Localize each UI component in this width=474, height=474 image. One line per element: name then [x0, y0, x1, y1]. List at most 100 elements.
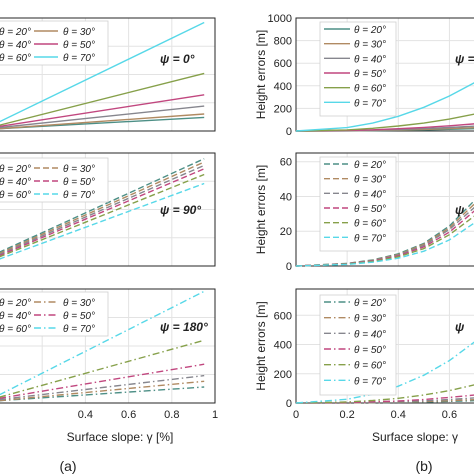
y-tick-label: 40: [280, 191, 292, 203]
legend-box: [319, 294, 397, 396]
legend-label: θ = 30°: [354, 175, 386, 186]
y-tick-label: 0: [286, 398, 292, 410]
axes-box: [0, 17, 216, 132]
series-line-theta-60: [0, 173, 205, 258]
x-tick-label: 0.2: [339, 409, 354, 421]
psi-annotation: ψ = 0°: [160, 52, 195, 66]
legend-label: θ = 50°: [354, 69, 386, 80]
psi-annotation: ψ = 180°: [160, 320, 208, 334]
legend-left-0: [0, 20, 109, 66]
legend-label: θ = 20°: [354, 25, 386, 36]
legend-label: θ = 50°: [63, 177, 95, 188]
series-line-theta-70: [295, 222, 474, 267]
legend-label: θ = 40°: [354, 189, 386, 200]
series-line-theta-60: [0, 339, 205, 398]
y-tick-label: 600: [274, 58, 292, 70]
x-tick-label: 0.8: [164, 409, 179, 421]
legend-label: θ = 30°: [63, 27, 95, 38]
y-tick-label: 1000: [268, 13, 292, 25]
legend-label: θ = 60°: [354, 361, 386, 372]
x-tick-label: 1: [212, 409, 218, 421]
legend-label: θ = 60°: [0, 190, 31, 201]
legend-left-2: [0, 291, 109, 337]
series-line-theta-70: [295, 341, 474, 404]
series-line-theta-60: [295, 113, 474, 132]
axes-box: [0, 288, 216, 404]
series-line-theta-50: [0, 94, 205, 128]
legend-label: θ = 20°: [0, 27, 31, 38]
series-line-theta-60: [0, 72, 205, 126]
y-tick-label: 0: [286, 126, 292, 138]
legend-right-5: [319, 294, 397, 396]
legend-right-4: [319, 156, 397, 252]
psi-annotation: ψ =: [455, 52, 474, 66]
y-tick-label: 400: [274, 340, 292, 352]
legend-left-1: [0, 157, 109, 203]
legend-label: θ = 40°: [0, 177, 31, 188]
x-tick-label: 0.6: [121, 409, 136, 421]
series-line-theta-20: [0, 386, 205, 402]
y-tick-label: 60: [280, 157, 292, 169]
legend-right-3: [319, 21, 397, 117]
psi-annotation: ψ: [455, 320, 465, 334]
legend-label: θ = 40°: [0, 40, 31, 51]
y-tick-label: 0: [286, 261, 292, 273]
series-line-theta-70: [0, 182, 205, 260]
legend-label: θ = 30°: [63, 298, 95, 309]
legend-label: θ = 70°: [354, 376, 386, 387]
y-tick-label: 400: [274, 81, 292, 93]
y-tick-label: 800: [274, 36, 292, 48]
psi-annotation: ψ: [455, 203, 465, 217]
legend-label: θ = 70°: [63, 190, 95, 201]
y-axis-label: Height errors [m]: [254, 301, 268, 390]
y-tick-label: 20: [280, 226, 292, 238]
x-tick-label: 0.6: [442, 409, 457, 421]
series-line-theta-70: [0, 21, 205, 123]
legend-label: θ = 70°: [63, 324, 95, 335]
legend-label: θ = 60°: [354, 84, 386, 95]
legend-label: θ = 40°: [0, 311, 31, 322]
y-tick-label: 200: [274, 369, 292, 381]
legend-label: θ = 20°: [0, 298, 31, 309]
legend-label: θ = 60°: [0, 324, 31, 335]
legend-label: θ = 50°: [63, 311, 95, 322]
series-line-theta-40: [0, 105, 205, 129]
legend-label: θ = 20°: [354, 160, 386, 171]
legend-label: θ = 60°: [354, 219, 386, 230]
y-axis-label: Height errors [m]: [254, 30, 268, 119]
panel-label-a: (a): [59, 458, 76, 474]
series-line-theta-50: [0, 363, 205, 399]
chart-a-psi-0: [0, 17, 216, 132]
legend-label: θ = 30°: [63, 164, 95, 175]
legend-label: θ = 50°: [63, 40, 95, 51]
legend-box: [319, 156, 397, 252]
legend-label: θ = 30°: [354, 40, 386, 51]
x-axis-label: Surface slope: γ: [372, 430, 458, 444]
legend-label: θ = 50°: [354, 204, 386, 215]
series-line-theta-70: [295, 82, 474, 132]
series-line-theta-50: [295, 394, 474, 404]
series-line-theta-70: [0, 290, 205, 396]
legend-label: θ = 40°: [354, 54, 386, 65]
series-line-theta-30: [0, 113, 205, 130]
series-line-theta-30: [0, 380, 205, 402]
chart-b-psi-180: [295, 288, 474, 404]
x-tick-label: 0: [293, 409, 299, 421]
legend-label: θ = 20°: [0, 164, 31, 175]
axes-box: [0, 152, 216, 267]
series-line-theta-40: [0, 164, 205, 256]
series-line-theta-60: [295, 384, 474, 404]
legend-box: [319, 21, 397, 117]
series-line-theta-50: [295, 210, 474, 267]
series-line-theta-30: [0, 161, 205, 254]
chart-a-psi-90: [0, 152, 216, 267]
x-tick-label: 0.4: [78, 409, 93, 421]
series-line-theta-40: [0, 374, 205, 401]
legend-label: θ = 40°: [354, 329, 386, 340]
series-line-theta-60: [295, 215, 474, 267]
x-axis-label: Surface slope: γ [%]: [67, 430, 174, 444]
legend-label: θ = 60°: [0, 53, 31, 64]
legend-label: θ = 70°: [354, 233, 386, 244]
psi-annotation: ψ = 90°: [160, 203, 201, 217]
